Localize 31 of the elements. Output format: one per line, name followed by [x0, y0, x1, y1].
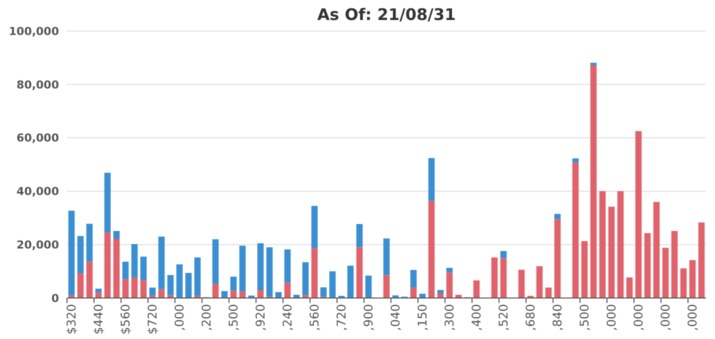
- y-tick-label: 100,000: [8, 24, 60, 38]
- x-tick-label: ,000: [686, 304, 700, 331]
- x-tick-label: ,000: [172, 304, 187, 331]
- y-tick-label: 20,000: [16, 238, 60, 252]
- x-tick-label: ,680: [524, 304, 538, 331]
- x-tick-label: ,240: [280, 304, 295, 331]
- x-tick-label: ,720: [334, 304, 349, 331]
- x-tick-label: ,500: [226, 304, 241, 331]
- x-tick-label: ,900: [362, 304, 376, 331]
- x-tick-label: ,000: [604, 304, 619, 331]
- x-tick-label: ,150: [416, 304, 430, 331]
- x-tick-label: ,200: [200, 304, 214, 331]
- x-tick-label: ,560: [308, 304, 322, 331]
- x-tick-label: ,000: [632, 304, 646, 331]
- x-tick-label: ,300: [442, 304, 457, 331]
- x-tick-label: ,920: [254, 304, 268, 331]
- x-tick-label: $560: [118, 304, 133, 335]
- x-tick-label: ,400: [470, 304, 484, 331]
- y-tick-label: 40,000: [16, 185, 60, 198]
- x-tick-label: ,040: [388, 304, 403, 331]
- x-tick-label: ,000: [658, 304, 673, 331]
- y-tick-label: 80,000: [16, 78, 60, 92]
- chart-title: As Of: 21/08/31: [317, 5, 456, 24]
- y-tick-label: 60,000: [16, 132, 60, 145]
- x-tick-label: $440: [92, 304, 106, 335]
- x-tick-label: $320: [64, 304, 79, 335]
- y-tick-label: 0: [51, 292, 60, 305]
- x-tick-label: ,520: [496, 304, 511, 331]
- x-tick-label: $720: [146, 304, 160, 335]
- x-tick-label: ,840: [550, 304, 565, 331]
- x-tick-label: ,500: [578, 304, 592, 331]
